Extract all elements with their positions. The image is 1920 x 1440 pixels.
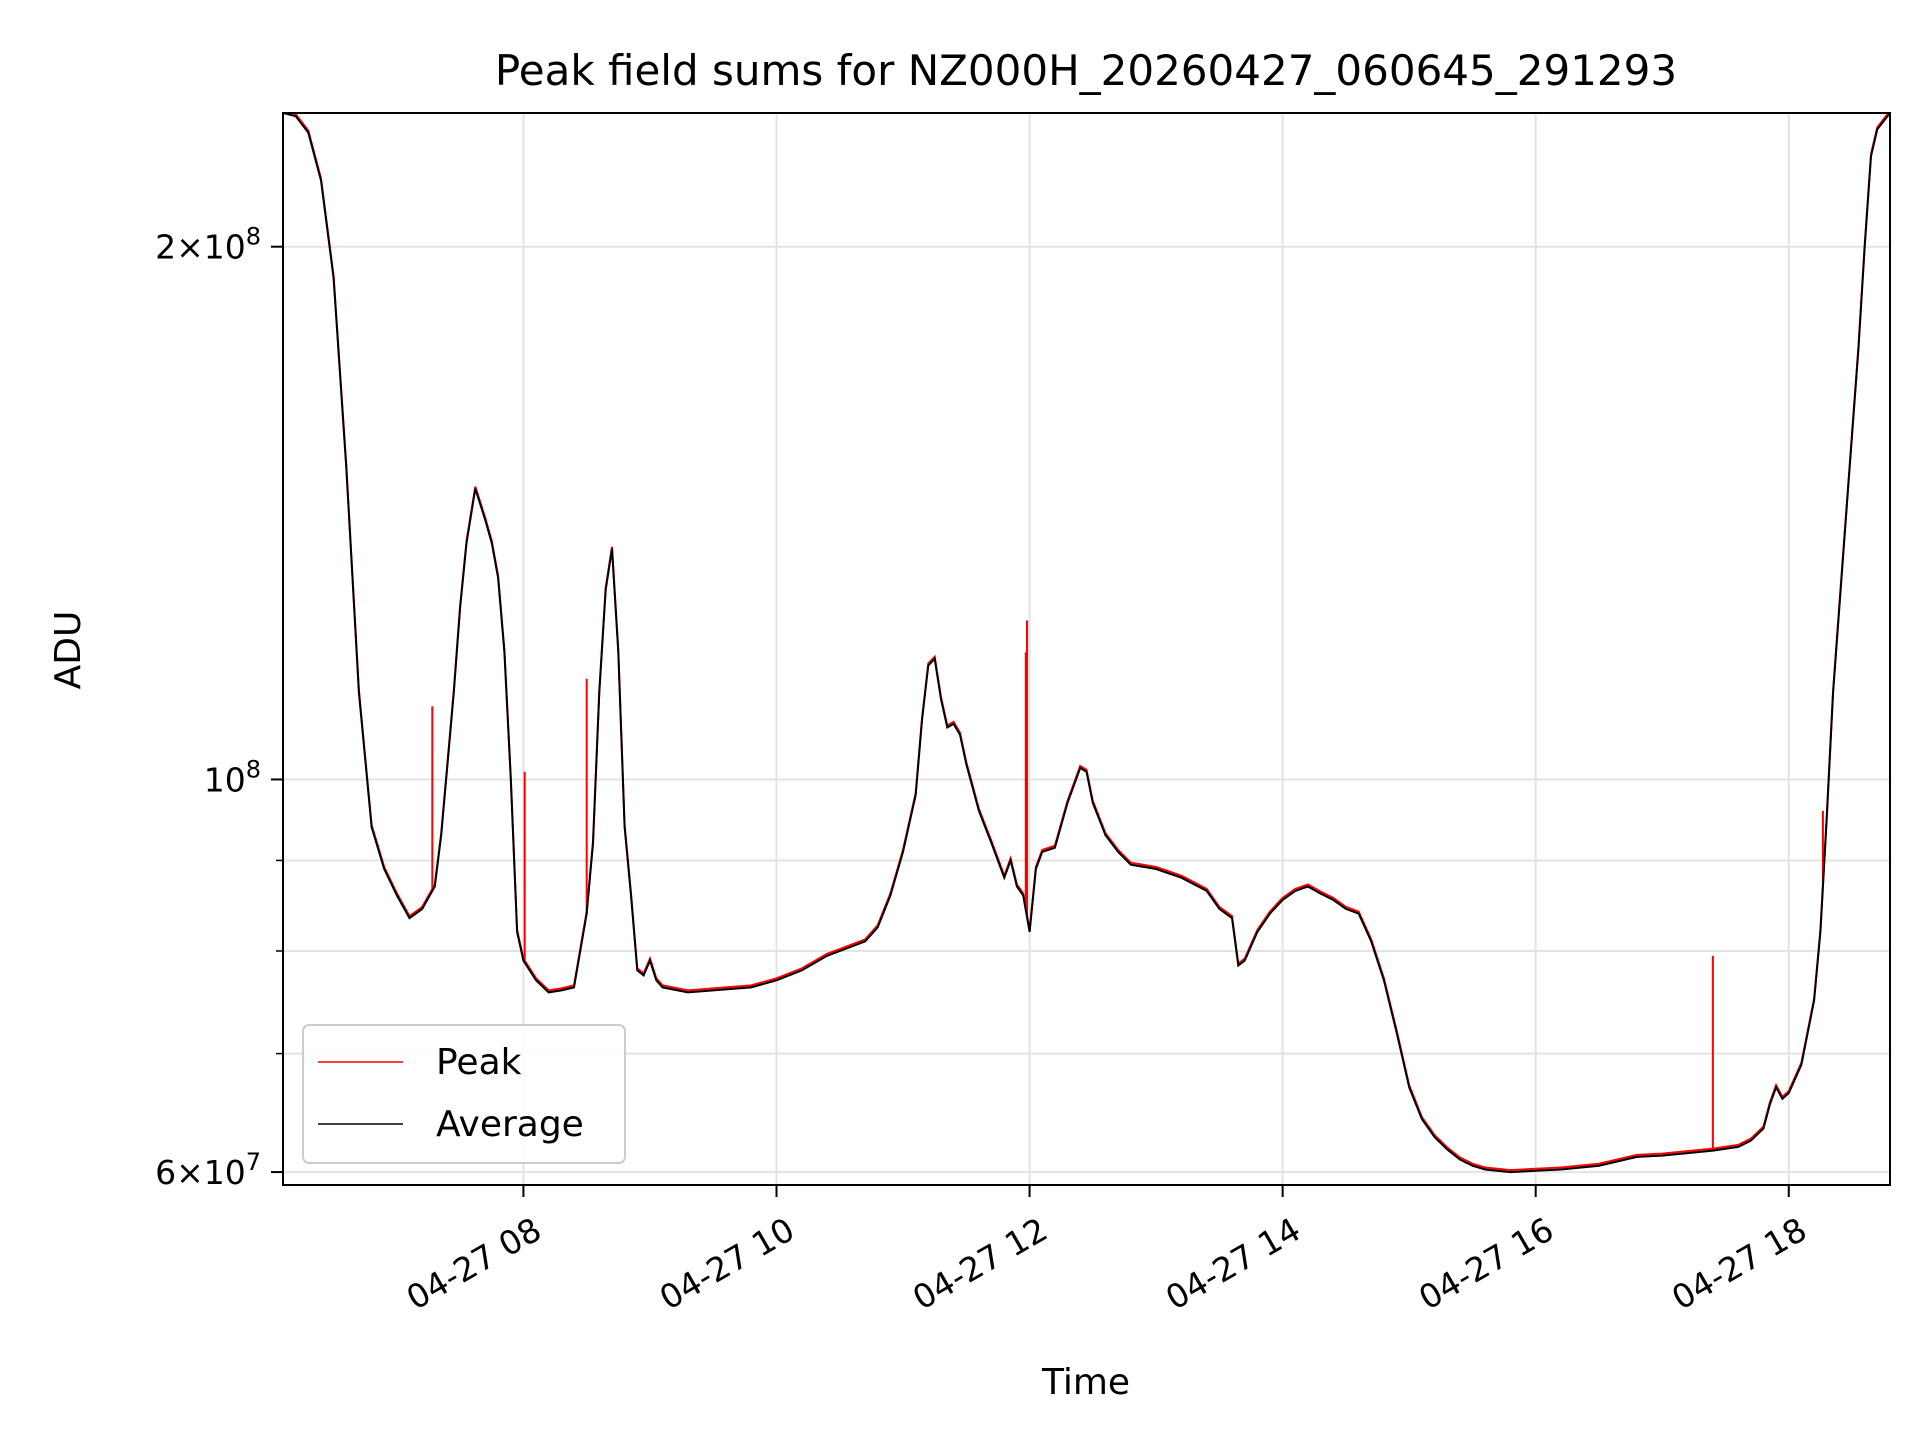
average-line: [283, 113, 1890, 1174]
x-axis-label: Time: [1041, 1362, 1130, 1403]
y-axis-label: ADU: [48, 611, 89, 690]
y-tick-label: 6×107: [155, 1148, 261, 1192]
y-tick-label: 2×108: [155, 223, 261, 267]
legend: Peak Average: [302, 1024, 626, 1164]
plot-frame: [282, 112, 1891, 1186]
plot-series: [283, 113, 1890, 1174]
grid: [283, 113, 1890, 1185]
chart-title: Peak field sums for NZ000H_20260427_0606…: [495, 46, 1677, 95]
legend-peak-label: Peak: [436, 1042, 522, 1083]
y-axis-ticks: 6×107 108 2×108: [155, 223, 283, 1192]
y-tick-label: 108: [204, 755, 261, 799]
series-group: [283, 113, 1890, 1174]
legend-average-label: Average: [436, 1104, 584, 1145]
legend-box: [302, 1024, 626, 1164]
